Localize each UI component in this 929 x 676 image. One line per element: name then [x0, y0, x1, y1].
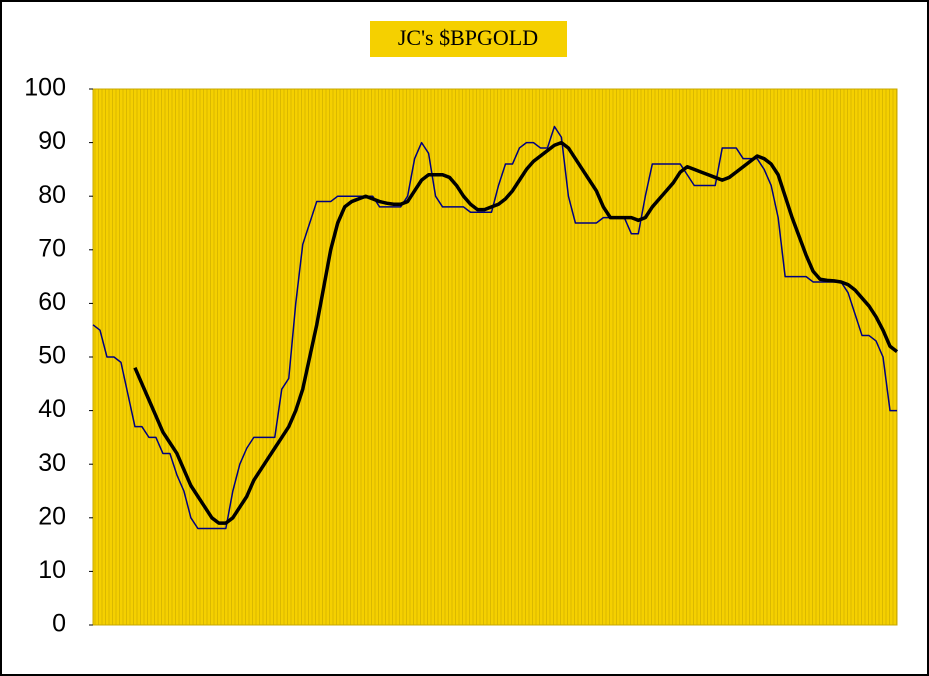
y-tick-label: 20 [38, 502, 66, 530]
y-tick-label: 100 [24, 74, 66, 102]
y-tick-label: 60 [38, 288, 66, 316]
y-tick-label: 40 [38, 395, 66, 423]
y-tick-label: 10 [38, 556, 66, 584]
title-box [370, 21, 567, 57]
chart-title: JC's $BPGOLD [398, 25, 538, 50]
plot-area [92, 88, 898, 626]
y-tick-label: 30 [38, 449, 66, 477]
y-tick-label: 90 [38, 127, 66, 155]
y-tick-label: 80 [38, 181, 66, 209]
y-tick-label: 50 [38, 342, 66, 370]
series-line [133, 140, 899, 525]
y-tick-label: 0 [52, 610, 66, 638]
y-tick-label: 70 [38, 234, 66, 262]
